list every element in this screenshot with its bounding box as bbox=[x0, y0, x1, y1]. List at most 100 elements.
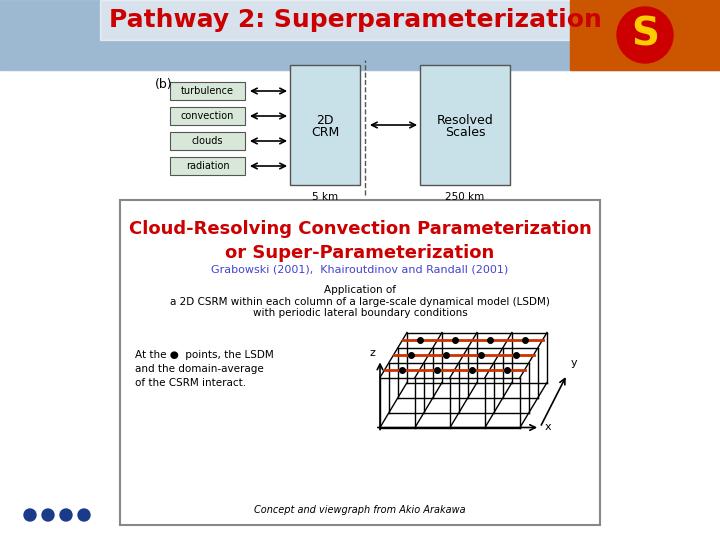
Bar bbox=[0, 38, 570, 39]
Bar bbox=[0, 42, 570, 43]
Circle shape bbox=[24, 509, 36, 521]
Text: Pathway 2: Superparameterization: Pathway 2: Superparameterization bbox=[109, 8, 601, 32]
Text: S: S bbox=[631, 16, 659, 54]
Bar bbox=[0, 58, 570, 59]
Bar bbox=[0, 49, 570, 50]
Text: Scales: Scales bbox=[445, 126, 485, 139]
Bar bbox=[0, 59, 570, 60]
Text: (b): (b) bbox=[155, 78, 173, 91]
Text: 2D: 2D bbox=[316, 113, 334, 126]
Text: 5 km: 5 km bbox=[312, 192, 338, 202]
Bar bbox=[0, 8, 570, 9]
Bar bbox=[0, 23, 570, 24]
Text: Cloud-Resolving Convection Parameterization
or Super-Parameterization: Cloud-Resolving Convection Parameterizat… bbox=[129, 220, 591, 261]
Bar bbox=[0, 25, 570, 26]
Bar bbox=[0, 34, 570, 35]
Bar bbox=[0, 67, 570, 68]
Text: x: x bbox=[545, 422, 552, 433]
Text: Resolved: Resolved bbox=[436, 113, 493, 126]
Bar bbox=[0, 55, 570, 56]
Bar bbox=[120, 200, 600, 525]
Bar bbox=[0, 43, 570, 44]
Text: turbulence: turbulence bbox=[181, 86, 234, 96]
Bar bbox=[0, 0, 570, 1]
Bar bbox=[0, 12, 570, 13]
Bar bbox=[0, 31, 570, 32]
Bar bbox=[0, 0, 720, 70]
Bar bbox=[0, 51, 570, 52]
Bar bbox=[0, 13, 570, 14]
Bar bbox=[0, 54, 570, 55]
Bar bbox=[0, 26, 570, 27]
Bar bbox=[0, 65, 570, 66]
Text: radiation: radiation bbox=[186, 161, 229, 171]
Bar bbox=[0, 7, 570, 8]
Bar bbox=[0, 16, 570, 17]
Circle shape bbox=[60, 509, 72, 521]
Bar bbox=[0, 14, 570, 15]
Bar bbox=[0, 9, 570, 10]
Circle shape bbox=[617, 7, 673, 63]
Bar bbox=[0, 69, 570, 70]
Bar bbox=[100, 0, 580, 40]
Bar bbox=[0, 68, 570, 69]
Bar bbox=[0, 53, 570, 54]
Bar bbox=[0, 37, 570, 38]
Bar bbox=[0, 61, 570, 62]
Bar bbox=[0, 32, 570, 33]
Bar bbox=[0, 46, 570, 47]
Text: CRM: CRM bbox=[311, 126, 339, 139]
Circle shape bbox=[78, 509, 90, 521]
Bar bbox=[0, 24, 570, 25]
Bar bbox=[0, 28, 570, 29]
Bar bbox=[420, 65, 510, 185]
Bar bbox=[0, 27, 570, 28]
Text: clouds: clouds bbox=[192, 136, 223, 146]
Bar bbox=[170, 82, 245, 100]
Bar bbox=[290, 65, 360, 185]
Text: At the ●  points, the LSDM
and the domain-average
of the CSRM interact.: At the ● points, the LSDM and the domain… bbox=[135, 350, 274, 388]
Bar bbox=[0, 48, 570, 49]
Text: convection: convection bbox=[181, 111, 234, 121]
Bar bbox=[0, 21, 570, 22]
Text: Concept and viewgraph from Akio Arakawa: Concept and viewgraph from Akio Arakawa bbox=[254, 505, 466, 515]
Bar bbox=[0, 30, 570, 31]
Bar bbox=[0, 15, 570, 16]
Bar bbox=[0, 33, 570, 34]
Bar bbox=[0, 63, 570, 64]
Bar bbox=[0, 47, 570, 48]
Bar bbox=[0, 17, 570, 18]
Bar bbox=[0, 44, 570, 45]
Text: Application of
a 2D CSRM within each column of a large-scale dynamical model (LS: Application of a 2D CSRM within each col… bbox=[170, 285, 550, 318]
Bar bbox=[0, 50, 570, 51]
Bar bbox=[170, 107, 245, 125]
Bar bbox=[0, 6, 570, 7]
Bar bbox=[0, 11, 570, 12]
Bar bbox=[0, 56, 570, 57]
Bar bbox=[0, 66, 570, 67]
Bar bbox=[0, 40, 570, 41]
Bar bbox=[0, 3, 570, 4]
Bar bbox=[0, 20, 570, 21]
Bar bbox=[0, 22, 570, 23]
Bar bbox=[170, 157, 245, 175]
Bar bbox=[0, 45, 570, 46]
Bar bbox=[0, 62, 570, 63]
Text: 250 km: 250 km bbox=[446, 192, 485, 202]
Bar bbox=[0, 4, 570, 5]
Bar bbox=[170, 132, 245, 150]
Bar bbox=[0, 10, 570, 11]
Bar bbox=[0, 19, 570, 20]
Bar bbox=[0, 2, 570, 3]
Text: z: z bbox=[369, 348, 375, 357]
Bar bbox=[0, 29, 570, 30]
Text: y: y bbox=[571, 357, 577, 368]
Bar bbox=[0, 60, 570, 61]
Text: Grabowski (2001),  Khairoutdinov and Randall (2001): Grabowski (2001), Khairoutdinov and Rand… bbox=[212, 265, 508, 275]
Bar bbox=[0, 36, 570, 37]
Bar bbox=[0, 64, 570, 65]
Bar bbox=[0, 41, 570, 42]
Bar bbox=[0, 1, 570, 2]
Bar bbox=[570, 0, 720, 70]
Bar bbox=[0, 18, 570, 19]
